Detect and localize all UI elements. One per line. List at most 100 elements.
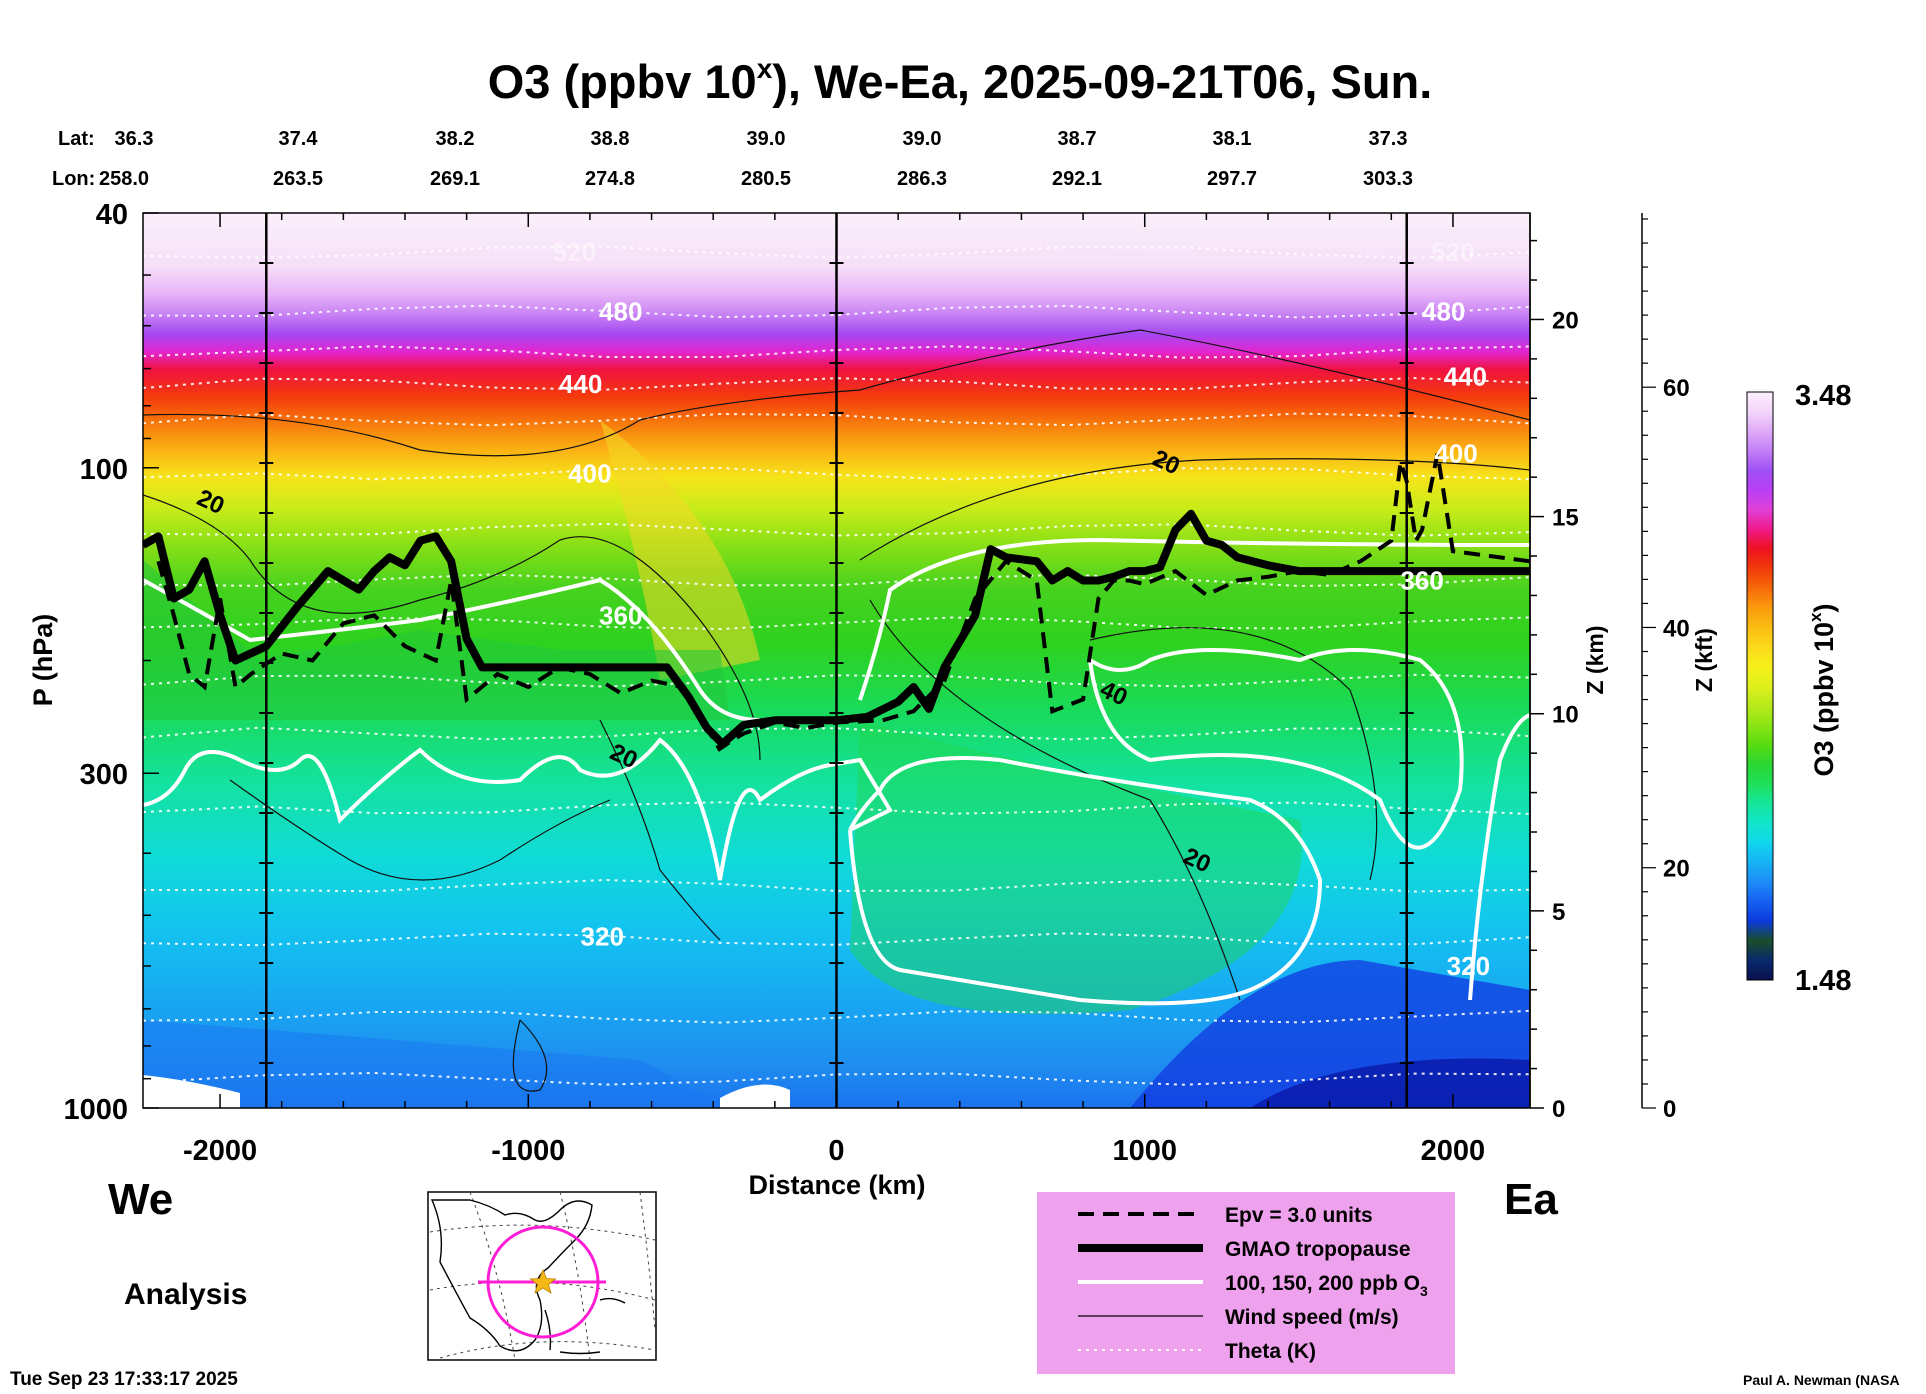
theta-label: 400 — [568, 458, 611, 488]
lon-value: 292.1 — [1052, 168, 1102, 190]
wind-contour-4 — [1089, 627, 1378, 881]
ozone-contour-100-east — [1088, 648, 1464, 850]
legend-label: Theta (K) — [1225, 1340, 1316, 1363]
z-km-axis: 0 5 10 15 20 — [1529, 213, 1579, 1123]
colorbar-min: 1.48 — [1795, 965, 1851, 997]
inset-map-graticule — [429, 1191, 656, 1361]
legend-entries: Epv = 3.0 units GMAO tropopause 100, 150, … — [1078, 1204, 1428, 1363]
y-tick-label: 300 — [80, 759, 128, 791]
legend: Epv = 3.0 units GMAO tropopause 100, 150, … — [1037, 1192, 1455, 1374]
theta-label: 480 — [1422, 296, 1465, 326]
z-kft-tick-label: 20 — [1663, 856, 1690, 883]
x-axis: -2000 -1000 0 1000 2000 — [183, 213, 1485, 1167]
z-kft-tick-label: 0 — [1663, 1096, 1676, 1123]
theta-label: 360 — [1400, 566, 1443, 596]
y-axis-label: P (hPa) — [28, 614, 58, 707]
wind-contour-5 — [143, 329, 1530, 457]
legend-label: Epv = 3.0 units — [1225, 1204, 1373, 1227]
lat-value: 38.7 — [1058, 128, 1097, 150]
lat-value: 38.2 — [436, 128, 475, 150]
y-tick-label: 100 — [80, 454, 128, 486]
theta-label: 440 — [559, 369, 602, 399]
surface-gap-west — [143, 1075, 240, 1108]
graticule-line — [429, 1224, 656, 1241]
theta-label: 320 — [581, 922, 624, 952]
z-km-tick-label: 15 — [1552, 505, 1579, 532]
graticule-line — [439, 1341, 656, 1359]
y-axis-pressure: 40 100 300 1000 — [63, 199, 159, 1126]
ozone-contour-150-east — [858, 537, 1530, 701]
theta-label: 480 — [599, 296, 642, 326]
wind-contour-2 — [859, 458, 1530, 561]
ozone-contour-100-center — [848, 756, 1323, 1006]
graticule-line — [639, 1191, 656, 1331]
theta-label: 520 — [553, 237, 596, 267]
z-km-tick-label: 5 — [1552, 899, 1565, 926]
wind-contour-1 — [143, 494, 761, 761]
y-tick-label: 1000 — [63, 1094, 128, 1126]
chart-title: O3 (ppbv 10x), We-Ea, 2025-09-21T06, Sun… — [488, 53, 1433, 108]
lon-value: 269.1 — [430, 168, 480, 190]
latitude-row: 36.3 37.4 38.2 38.8 39.0 39.0 38.7 38.1 37.3 — [115, 128, 1408, 150]
stratospheric-intrusion-west — [143, 560, 730, 720]
ozone-contour-100-west — [143, 737, 893, 881]
x-tick-label: -2000 — [183, 1135, 257, 1167]
colorbar-label: O3 (ppbv 10x) — [1806, 603, 1839, 776]
z-km-axis-label: Z (km) — [1582, 626, 1608, 695]
x-axis-label: Distance (km) — [748, 1170, 925, 1200]
lat-label: Lat: — [58, 128, 95, 150]
wind-contour-7 — [229, 779, 611, 881]
y-tick-label: 40 — [96, 199, 128, 231]
legend-label: Wind speed (m/s) — [1225, 1306, 1399, 1329]
z-km-tick-label: 0 — [1552, 1096, 1565, 1123]
x-tick-label: -1000 — [491, 1135, 565, 1167]
colorbar-max: 3.48 — [1795, 380, 1851, 412]
theta-label: 320 — [1447, 951, 1490, 981]
lon-value: 274.8 — [585, 168, 635, 190]
lat-value: 39.0 — [903, 128, 942, 150]
legend-label: 100, 150, 200 ppb O3 — [1225, 1272, 1428, 1299]
x-tick-label: 2000 — [1421, 1135, 1486, 1167]
graticule-line — [469, 1191, 516, 1361]
lon-value: 297.7 — [1207, 168, 1257, 190]
graticule-line — [559, 1191, 591, 1361]
timestamp: Tue Sep 23 17:33:17 2025 — [10, 1369, 238, 1390]
z-kft-tick-label: 60 — [1663, 375, 1690, 402]
colorbar-scale — [1746, 391, 1774, 981]
inset-map-coastline — [430, 1199, 626, 1355]
inset-map — [427, 1191, 657, 1361]
east-label: Ea — [1504, 1175, 1558, 1224]
x-tick-label: 1000 — [1112, 1135, 1177, 1167]
lat-value: 38.8 — [591, 128, 630, 150]
lat-value: 39.0 — [747, 128, 786, 150]
lon-value: 286.3 — [897, 168, 947, 190]
wind-contour-6 — [599, 719, 721, 941]
colorbar: 3.48 1.48 O3 (ppbv 10x) — [1746, 380, 1851, 997]
wind-contour-8 — [512, 1019, 548, 1092]
surface-gap-center — [720, 1084, 790, 1108]
lon-value: 303.3 — [1363, 168, 1413, 190]
z-kft-tick-label: 40 — [1663, 615, 1690, 642]
inset-map-star-icon — [529, 1268, 557, 1294]
vertical-markers — [259, 213, 1414, 1108]
lon-value: 280.5 — [741, 168, 791, 190]
theta-label: 360 — [599, 600, 642, 630]
z-km-tick-label: 20 — [1552, 307, 1579, 334]
z-kft-axis-label: Z (kft) — [1691, 628, 1717, 692]
gmao-tropopause-line — [143, 509, 1530, 748]
lat-value: 37.4 — [279, 128, 319, 150]
ozone-contour-200-west — [143, 577, 761, 722]
lon-value: 258.0 — [99, 168, 149, 190]
lon-label: Lon: — [52, 168, 95, 190]
lon-value: 263.5 — [273, 168, 323, 190]
low-ozone-west — [143, 1020, 720, 1108]
x-tick-label: 0 — [828, 1135, 844, 1167]
analysis-label: Analysis — [124, 1278, 247, 1311]
legend-label: GMAO tropopause — [1225, 1238, 1411, 1261]
lat-value: 37.3 — [1369, 128, 1408, 150]
green-lobe-east — [850, 720, 1302, 1014]
wind-contour-3 — [869, 599, 1241, 1001]
credit: Paul A. Newman (NASA — [1743, 1372, 1900, 1388]
